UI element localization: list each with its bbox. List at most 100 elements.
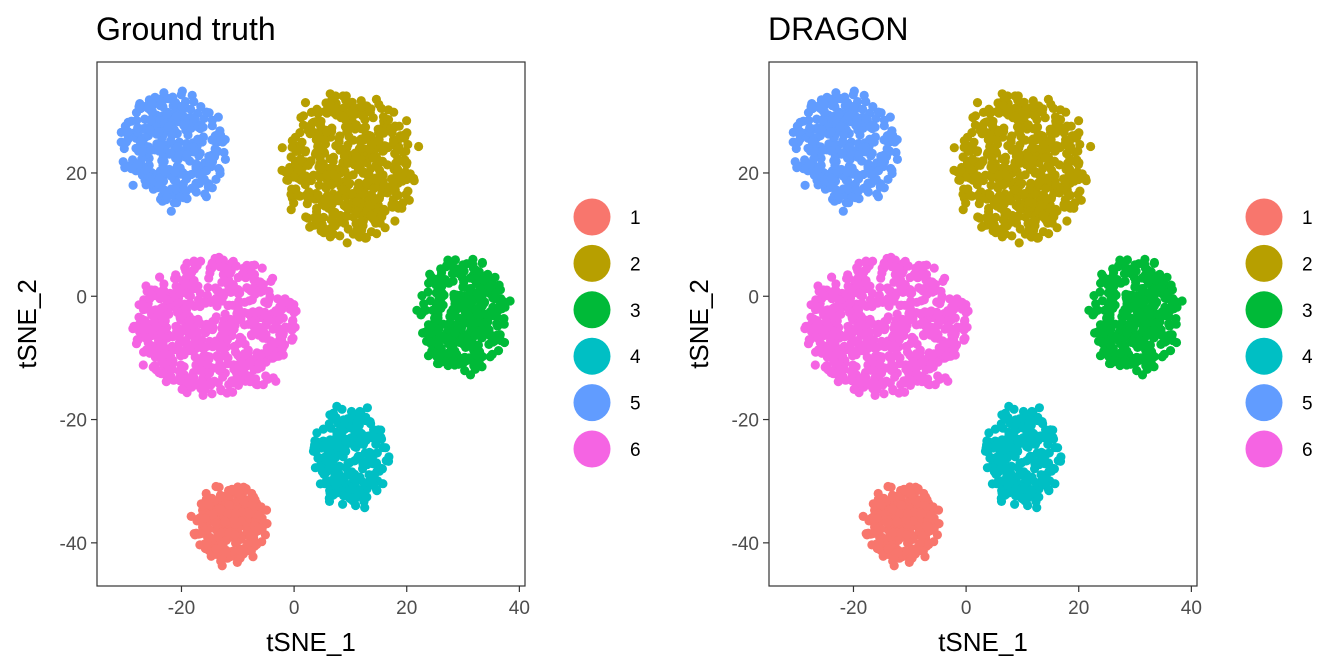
point-cluster-3 [477, 325, 487, 335]
point-cluster-4 [1023, 500, 1033, 511]
point-cluster-4 [1011, 491, 1021, 501]
point-cluster-6 [819, 290, 830, 300]
point-cluster-6 [927, 350, 938, 360]
point-cluster-1 [238, 496, 249, 506]
point-cluster-6 [884, 301, 894, 311]
point-cluster-2 [1045, 124, 1055, 134]
point-cluster-6 [900, 387, 910, 397]
point-cluster-1 [889, 528, 899, 538]
point-cluster-6 [177, 384, 187, 394]
point-cluster-1 [926, 510, 936, 520]
point-cluster-6 [188, 277, 199, 287]
point-cluster-5 [145, 125, 155, 135]
point-cluster-2 [351, 151, 361, 161]
point-cluster-4 [317, 467, 327, 477]
point-cluster-5 [885, 112, 895, 122]
point-cluster-1 [206, 551, 216, 561]
legend-swatch-6 [573, 430, 611, 468]
point-cluster-2 [1041, 184, 1051, 194]
point-cluster-6 [839, 364, 849, 374]
point-cluster-6 [180, 279, 190, 289]
point-cluster-6 [947, 329, 957, 339]
point-cluster-6 [868, 365, 879, 375]
point-cluster-2 [1029, 111, 1039, 121]
point-cluster-2 [1074, 116, 1084, 126]
x-tick-label: 40 [509, 598, 530, 619]
point-cluster-6 [872, 384, 882, 394]
point-cluster-4 [350, 475, 360, 485]
point-cluster-2 [373, 124, 383, 134]
point-cluster-5 [154, 173, 164, 183]
point-cluster-6 [159, 293, 169, 303]
x-tick-label: 0 [961, 598, 972, 619]
legend-swatch-3 [1245, 291, 1283, 329]
legend-swatch-5 [1245, 384, 1283, 422]
point-cluster-2 [340, 115, 350, 125]
y-tick-label: -40 [732, 534, 759, 555]
point-cluster-3 [456, 323, 466, 334]
point-cluster-2 [311, 135, 321, 145]
point-cluster-6 [281, 323, 291, 333]
point-cluster-5 [837, 148, 848, 158]
point-cluster-6 [873, 298, 883, 308]
point-cluster-2 [345, 178, 355, 188]
point-cluster-2 [316, 145, 326, 156]
point-cluster-3 [450, 311, 461, 321]
point-cluster-4 [1034, 492, 1044, 502]
point-cluster-3 [1162, 272, 1172, 282]
point-cluster-6 [277, 344, 287, 354]
point-cluster-6 [156, 351, 166, 361]
point-cluster-2 [315, 119, 325, 129]
point-cluster-2 [374, 136, 384, 147]
point-cluster-1 [215, 504, 225, 514]
point-cluster-2 [361, 134, 371, 144]
point-cluster-4 [1043, 439, 1053, 449]
point-cluster-6 [854, 258, 864, 268]
point-cluster-3 [1137, 341, 1147, 351]
point-cluster-2 [414, 141, 424, 152]
point-cluster-6 [128, 324, 138, 334]
point-cluster-6 [138, 360, 148, 370]
point-cluster-5 [799, 164, 809, 174]
point-cluster-5 [116, 137, 126, 147]
point-cluster-5 [873, 192, 884, 202]
point-cluster-3 [490, 272, 500, 282]
point-cluster-6 [874, 290, 885, 300]
point-cluster-5 [170, 183, 180, 193]
point-cluster-5 [873, 166, 884, 176]
point-cluster-6 [134, 312, 144, 322]
point-cluster-3 [478, 288, 488, 298]
point-cluster-5 [892, 135, 902, 145]
point-cluster-5 [819, 99, 829, 109]
point-cluster-4 [1024, 454, 1034, 464]
point-cluster-2 [969, 137, 979, 147]
point-cluster-1 [882, 518, 893, 528]
point-cluster-6 [171, 270, 181, 280]
point-cluster-2 [343, 158, 353, 168]
point-cluster-6 [922, 326, 932, 336]
point-cluster-4 [982, 440, 992, 450]
point-cluster-1 [254, 510, 264, 520]
point-cluster-3 [1109, 267, 1119, 278]
point-cluster-2 [1072, 132, 1082, 142]
point-cluster-6 [925, 364, 935, 374]
point-cluster-6 [239, 263, 249, 273]
point-cluster-6 [959, 334, 969, 344]
point-cluster-3 [1089, 291, 1099, 301]
point-cluster-4 [329, 453, 339, 463]
point-cluster-4 [1022, 475, 1032, 485]
point-cluster-2 [312, 214, 322, 224]
point-cluster-3 [458, 281, 468, 292]
point-cluster-4 [378, 479, 388, 489]
point-cluster-5 [826, 127, 836, 137]
point-cluster-2 [1062, 149, 1072, 159]
point-cluster-2 [358, 168, 368, 178]
point-cluster-4 [1044, 448, 1054, 458]
point-cluster-5 [201, 192, 211, 202]
point-cluster-6 [155, 272, 165, 282]
point-cluster-6 [158, 339, 168, 349]
point-cluster-2 [1012, 115, 1023, 125]
point-cluster-2 [294, 164, 304, 174]
point-cluster-2 [313, 190, 323, 200]
point-cluster-3 [433, 309, 443, 319]
